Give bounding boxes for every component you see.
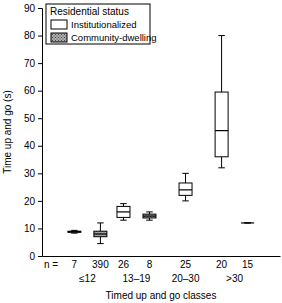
box (143, 212, 156, 220)
y-tick-mark (38, 8, 42, 9)
y-tick-label: 50 (24, 113, 36, 124)
x-axis-title: Timed up and go classes (106, 290, 217, 301)
box-body (117, 206, 130, 217)
y-axis: 0 10 20 30 40 50 60 70 80 90 (24, 3, 43, 262)
n-value: 26 (118, 259, 130, 270)
y-tick-mark (38, 36, 42, 37)
legend-swatch (51, 33, 67, 42)
box-body (241, 222, 254, 223)
median (179, 189, 192, 190)
y-tick-label: 30 (24, 168, 36, 179)
y-tick: 60 (24, 85, 42, 96)
x-axis: ≤12 13–19 20–30 >30 (43, 257, 281, 285)
box (94, 223, 107, 244)
cap-low (97, 243, 104, 244)
y-tick-mark (38, 118, 42, 119)
y-tick: 70 (24, 58, 42, 69)
x-tick: >30 (226, 273, 243, 284)
y-tick: 0 (29, 251, 42, 262)
cap-high (97, 222, 104, 223)
whisker-high (185, 173, 186, 183)
y-tick-mark (38, 201, 42, 202)
y-tick-label: 60 (24, 85, 36, 96)
y-tick: 40 (24, 140, 42, 151)
plot-area (68, 36, 254, 244)
y-tick-label: 40 (24, 140, 36, 151)
legend: Residential status Institutionalized Commu… (46, 4, 157, 44)
box (179, 173, 192, 201)
x-tick: ≤12 (79, 273, 96, 284)
x-tick-label: ≤12 (79, 273, 96, 284)
x-tick-label: 13–19 (123, 273, 151, 284)
box-body (179, 183, 192, 195)
y-tick-label: 70 (24, 58, 36, 69)
y-axis-line (38, 9, 43, 257)
median (68, 231, 81, 232)
y-tick: 50 (24, 113, 42, 124)
cap-high (146, 211, 153, 212)
y-tick-label: 90 (24, 3, 36, 14)
y-tick: 10 (24, 223, 42, 234)
whisker-low (185, 195, 186, 201)
y-tick-mark (38, 256, 42, 257)
cap-low (146, 220, 153, 221)
whisker-high (221, 36, 222, 92)
y-tick-mark (38, 146, 42, 147)
box-body (94, 231, 107, 237)
chart: 0 10 20 30 40 50 60 70 80 90 ≤12 13–19 20–30 >30 Timed… (0, 0, 282, 303)
y-tick-mark (38, 173, 42, 174)
y-tick: 90 (24, 3, 42, 14)
y-tick-label: 10 (24, 223, 36, 234)
cap-high (218, 35, 225, 36)
legend-label: Institutionalized (71, 19, 136, 30)
box-body (215, 92, 228, 157)
whisker-low (221, 157, 222, 168)
box (241, 222, 254, 223)
box-body (68, 231, 81, 232)
y-tick: 30 (24, 168, 42, 179)
y-tick-label: 80 (24, 30, 36, 41)
x-tick: 13–19 (123, 273, 151, 284)
cap-high (182, 173, 189, 174)
legend-swatch (51, 20, 67, 29)
y-tick-mark (38, 228, 42, 229)
median (143, 215, 156, 216)
box (215, 36, 228, 168)
n-value: 7 (72, 259, 78, 270)
x-tick-label: 20–30 (172, 273, 200, 284)
n-values: 7 390 26 8 25 20 15 (72, 259, 254, 270)
n-value: 25 (180, 259, 192, 270)
n-value: 8 (147, 259, 153, 270)
n-label: n = (44, 259, 58, 270)
cap-low (182, 200, 189, 201)
cap-high (120, 203, 127, 204)
median (241, 222, 254, 223)
x-axis-line (43, 256, 281, 257)
x-tick: 20–30 (172, 273, 200, 284)
y-tick-label: 0 (29, 251, 35, 262)
box-body (143, 214, 156, 218)
median (215, 130, 228, 131)
y-tick-mark (38, 91, 42, 92)
y-axis-title: Time up and go (s) (2, 90, 13, 174)
whisker-low (100, 237, 101, 244)
legend-label: Community-dwelling (71, 32, 157, 43)
legend-title: Residential status (50, 6, 129, 17)
x-tick-label: >30 (226, 273, 243, 284)
whisker-high (100, 223, 101, 231)
box (68, 230, 81, 233)
y-tick: 20 (24, 196, 42, 207)
cap-low (218, 167, 225, 168)
box (117, 204, 130, 221)
n-value: 20 (216, 259, 228, 270)
y-tick: 80 (24, 30, 42, 41)
n-value: 390 (92, 259, 109, 270)
median (94, 233, 107, 234)
y-tick-label: 20 (24, 196, 36, 207)
y-tick-mark (38, 63, 42, 64)
median (117, 211, 130, 212)
n-value: 15 (242, 259, 254, 270)
cap-low (120, 220, 127, 221)
